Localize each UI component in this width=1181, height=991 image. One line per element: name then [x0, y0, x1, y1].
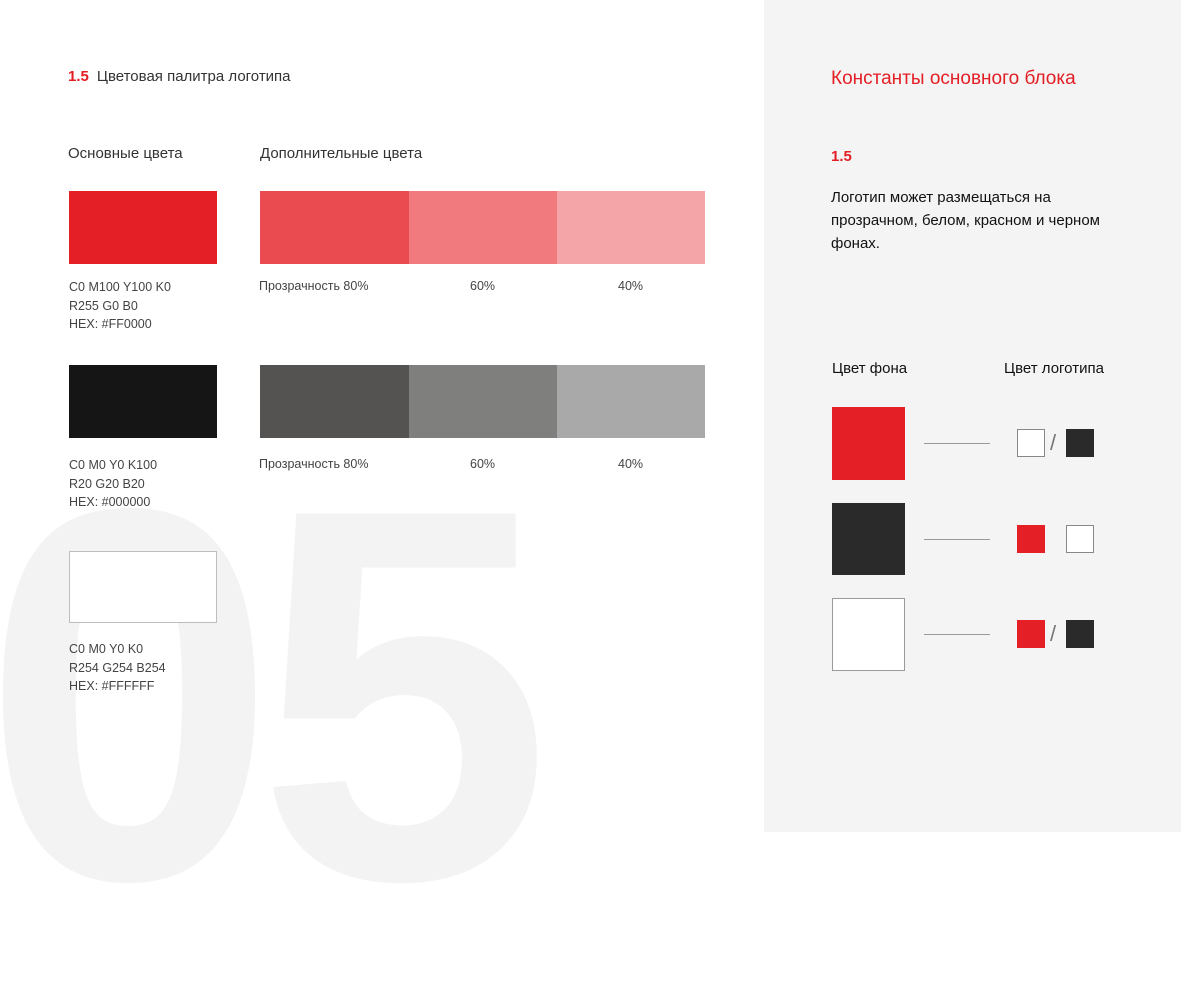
- white-logo-swatch: [1066, 525, 1094, 553]
- black-background-swatch: [832, 503, 905, 575]
- black-transparency-40-label: 40%: [618, 457, 644, 471]
- black-tint-60-swatch: [409, 365, 557, 438]
- red-tint-40-swatch: [557, 191, 705, 264]
- white-background-swatch: [832, 598, 905, 671]
- black-hex: HEX: #000000: [69, 495, 151, 509]
- panel-section-number: 1.5: [831, 148, 852, 165]
- background-color-label: Цвет фона: [832, 360, 908, 377]
- red-rgb: R255 G0 B0: [69, 298, 138, 313]
- white-cmyk: C0 M0 Y0 K0: [69, 642, 144, 656]
- panel-description: Логотип может размещаться на прозрачном,…: [831, 189, 1100, 252]
- connector-line: [924, 539, 990, 540]
- red-hex: HEX: #FF0000: [69, 317, 152, 331]
- white-hex: HEX: #FFFFFF: [69, 679, 155, 693]
- black-color-codes: C0 M0 Y0 K100 R20 G20 B20 HEX: #000000: [69, 456, 157, 512]
- red-color-codes: C0 M100 Y100 K0 R255 G0 B0 HEX: #FF0000: [69, 278, 171, 334]
- right-panel: [764, 0, 1181, 832]
- red-transparency-80-label: Прозрачность 80%: [259, 279, 369, 293]
- red-logo-swatch: [1017, 525, 1045, 553]
- section-number: 1.5: [68, 68, 89, 85]
- slash-separator: /: [1050, 430, 1057, 455]
- red-cmyk: C0 M100 Y100 K0: [69, 280, 171, 294]
- red-background-swatch: [832, 407, 905, 480]
- black-primary-swatch: [69, 365, 217, 438]
- red-transparency-40-label: 40%: [618, 279, 644, 293]
- panel-title: Константы основного блока: [831, 68, 1076, 89]
- red-tint-60-swatch: [409, 191, 557, 264]
- red-primary-swatch: [69, 191, 217, 264]
- white-primary-swatch: [69, 551, 217, 623]
- black-tint-80-swatch: [260, 365, 409, 438]
- logo-color-label: Цвет логотипа: [1004, 360, 1104, 377]
- slash-separator: /: [1050, 621, 1057, 646]
- black-cmyk: C0 M0 Y0 K100: [69, 458, 158, 472]
- white-rgb: R254 G254 B254: [69, 660, 166, 675]
- black-transparency-80-label: Прозрачность 80%: [259, 457, 369, 471]
- section-title: Цветовая палитра логотипа: [96, 68, 291, 85]
- primary-colors-label: Основные цвета: [68, 145, 183, 162]
- white-logo-swatch: [1017, 429, 1045, 457]
- black-rgb: R20 G20 B20: [69, 476, 145, 491]
- connector-line: [924, 443, 990, 444]
- red-tint-80-swatch: [260, 191, 409, 264]
- connector-line: [924, 634, 990, 635]
- black-tint-40-swatch: [557, 365, 705, 438]
- section-heading: 1.5 Цветовая палитра логотипа: [68, 68, 291, 85]
- additional-colors-label: Дополнительные цвета: [260, 145, 423, 162]
- white-color-codes: C0 M0 Y0 K0 R254 G254 B254 HEX: #FFFFFF: [69, 640, 166, 696]
- black-logo-swatch: [1066, 429, 1094, 457]
- black-logo-swatch: [1066, 620, 1094, 648]
- red-logo-swatch: [1017, 620, 1045, 648]
- black-transparency-60-label: 60%: [470, 457, 496, 471]
- red-transparency-60-label: 60%: [470, 279, 496, 293]
